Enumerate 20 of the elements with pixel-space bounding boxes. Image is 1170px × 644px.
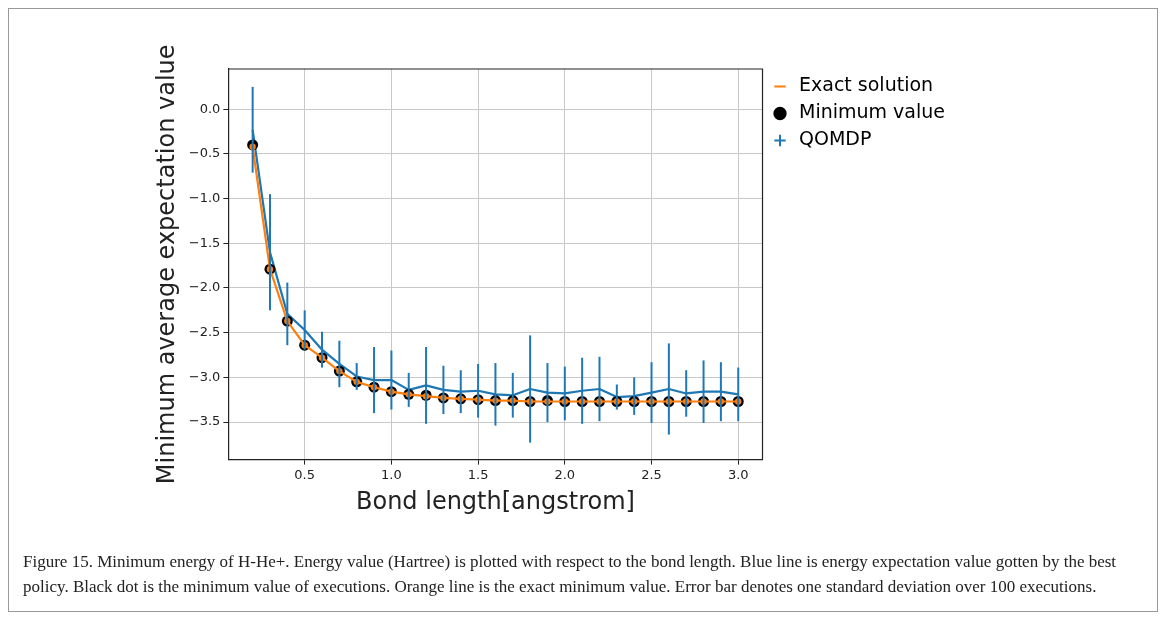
legend-label: Exact solution [799,73,934,96]
legend-label: Minimum value [799,100,946,123]
y-tick-label: −0.5 [188,145,221,161]
y-tick-label: −3.5 [188,413,221,429]
legend-label: QOMDP [799,127,872,150]
x-tick-label: 1.5 [467,466,489,482]
x-tick-label: 1.0 [381,466,402,482]
y-tick-label: 0.0 [199,100,221,116]
y-tick-label: −1.5 [188,234,221,250]
x-tick-label: 2.0 [554,466,576,482]
caption: Figure 15. Minimum energy of H-He+. Energy value (Hartree) is plotted with respect to the bond length. Blue line is energy expectation value gotten by the best policy. Black dot is the minimum value of executions. Orange line is the exact minimum value. Error bar denotes one standard deviation over 100 executions. [22,551,1118,598]
y-tick-label: −2.5 [188,324,221,340]
x-tick-label: 2.5 [641,466,662,482]
y-tick-label: −3.0 [188,368,221,384]
x-axis-title: Bond length[angstrom] [355,486,635,515]
x-tick-label: 0.5 [294,466,316,482]
x-tick-label: 3.0 [727,466,749,482]
y-tick-label: −2.0 [188,279,221,295]
y-axis-title: Minimum average expectation value [151,44,180,485]
y-tick-label: −1.0 [188,189,221,205]
